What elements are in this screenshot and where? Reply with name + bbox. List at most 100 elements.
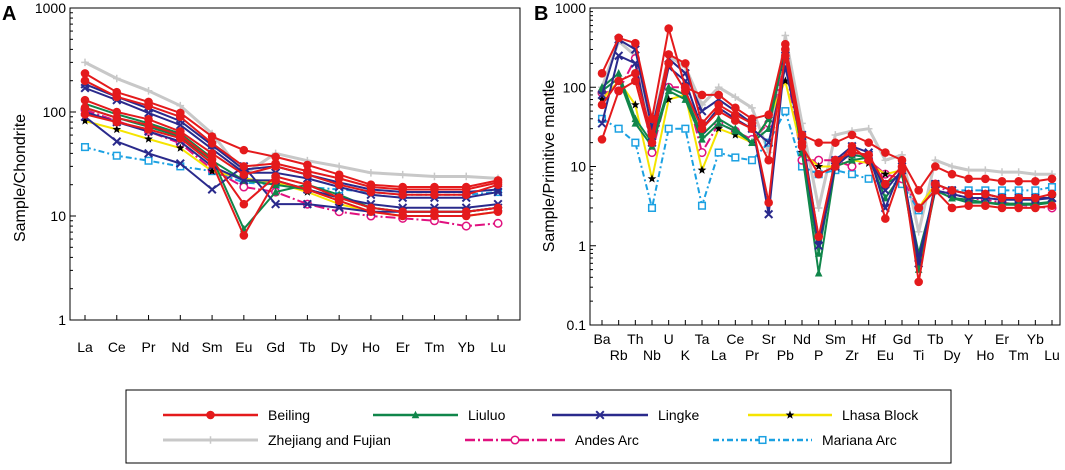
panel-b-x-tick-label-sm: Sm (825, 331, 846, 347)
panel-b-series-line-beiling (601, 48, 1053, 283)
panel-b-y-tick-label: 0.1 (567, 317, 587, 333)
panel-a-point-beiling-sm (207, 139, 217, 148)
panel-a-point-beiling-ho (366, 187, 376, 197)
panel-b-point-lhasa-ta (697, 165, 707, 174)
panel-b-point-liuluo-p (814, 268, 823, 277)
panel-b-point-beiling-tm (1014, 203, 1023, 213)
panel-b-x-tick-label-ti: Ti (913, 347, 924, 363)
panel-a-y-axis-title: Sample/Chondrite (12, 114, 29, 242)
panel-a-point-beiling-er (398, 190, 407, 200)
panel-b-point-mariana-hf (864, 174, 873, 183)
legend-item-lingke: Lingke (552, 407, 699, 423)
panel-b-x-tick-label-ho: Ho (976, 347, 994, 363)
panel-a-point-zf-pr (144, 86, 153, 95)
legend-label-liuluo: Liuluo (468, 407, 506, 423)
legend-label-andes: Andes Arc (575, 432, 639, 448)
panel-b-point-beiling-th (631, 68, 640, 78)
panel-b-point-beiling-hf (864, 155, 873, 165)
panel-b-point-zf-er (998, 168, 1006, 176)
panel-a-point-beiling-lu (493, 207, 503, 216)
legend-marker-mariana (758, 435, 767, 445)
panel-b-point-beiling-p (814, 169, 823, 179)
panel-b-point-beiling-ba (597, 100, 607, 110)
panel-a-point-beiling-er (398, 211, 407, 221)
panel-b-x-tick-label-la: La (711, 347, 727, 363)
panel-b-point-beiling-sr (764, 110, 773, 120)
panel-b-point-beiling-sm (831, 138, 840, 147)
panel-a-point-lingke-dy (334, 203, 344, 213)
panel-b-point-zf-pr (748, 104, 756, 112)
panel-b-point-mariana-la (714, 148, 723, 157)
panel-b-point-zf-ti (914, 227, 923, 236)
panel-b-point-beiling-u (664, 24, 673, 33)
panel-b-point-liuluo-k (681, 95, 690, 103)
panel-b-point-liuluo-pr (748, 138, 756, 146)
panel-a-x-tick-label-gd: Gd (266, 339, 285, 355)
panel-a-x-tick-label-dy: Dy (331, 339, 348, 355)
panel-b-point-mariana-lu (1047, 183, 1057, 192)
panel-b-point-beiling-u (664, 50, 673, 59)
panel-a-point-beiling-pr (144, 101, 153, 110)
panel-b-point-liuluo-zr (848, 155, 856, 164)
legend-item-mariana: Mariana Arc (713, 432, 897, 448)
panel-b-point-zf-eu (881, 156, 890, 165)
panel-b-point-beiling-eu (881, 214, 890, 223)
panel-b-point-beiling-ba (597, 135, 607, 144)
panel-b-point-beiling-tm (1014, 177, 1023, 186)
panel-a-point-mariana-ce (112, 151, 121, 160)
panel-a-point-zf-tm (430, 172, 439, 181)
legend-item-beiling: Beiling (163, 407, 310, 423)
panel-a-x-tick-label-yb: Yb (458, 339, 475, 355)
panel-b-point-beiling-ce (731, 116, 740, 125)
panel-b-point-beiling-k (681, 59, 690, 68)
panel-b-point-beiling-th (631, 76, 640, 86)
legend-label-beiling: Beiling (268, 407, 310, 423)
panel-b-point-beiling-eu (881, 148, 890, 157)
panel-b-x-tick-label-rb: Rb (610, 347, 628, 363)
panel-b-point-zf-tm (1014, 168, 1023, 176)
panel-b-point-mariana-k (681, 124, 690, 133)
panel-a-point-beiling-pr (144, 125, 153, 134)
panel-a-point-lingke-lu (493, 187, 503, 197)
panel-b-point-mariana-th (631, 138, 640, 147)
legend-box (125, 389, 952, 464)
panel-b-point-liuluo-p (814, 249, 823, 257)
panel-a-point-mariana-pr (144, 156, 153, 165)
panel-b-x-tick-label-hf: Hf (862, 331, 876, 347)
panel-a-point-beiling-ce (112, 92, 122, 102)
panel-b-point-beiling-lu (1047, 201, 1057, 211)
panel-b-point-beiling-ti (914, 186, 923, 195)
panel-b-point-beiling-tm (1014, 193, 1023, 203)
panel-a-point-beiling-sm (207, 159, 217, 168)
panel-b-point-beiling-la (714, 106, 723, 116)
panel-a-point-beiling-eu (239, 199, 249, 209)
panel-b-x-tick-label-nd: Nd (793, 331, 811, 347)
legend-marker-lhasa (785, 410, 795, 419)
panel-b-point-lingke-sr (764, 209, 774, 219)
panel-b-point-mariana-rb (614, 124, 623, 133)
panel-b-y-tick-label: 10 (570, 159, 586, 175)
panel-a-point-zf-ho (367, 169, 375, 177)
panel-b-point-lhasa-ce (730, 130, 740, 139)
panel-a-point-lingke-nd (175, 158, 185, 168)
panel-a-point-beiling-yb (461, 190, 471, 200)
panel-b-x-tick-label-tm: Tm (1009, 347, 1029, 363)
panel-a-x-tick-label-lu: Lu (490, 339, 506, 355)
panel-a-x-tick-label-tb: Tb (299, 339, 316, 355)
panel-b-point-liuluo-ta (698, 135, 706, 143)
panel-a-point-andes-lu (493, 218, 503, 228)
panel-b-point-lingke-ba (597, 90, 607, 100)
panel-a-point-beiling-dy (334, 180, 344, 189)
panel-a-point-beiling-la (80, 76, 90, 85)
panel-b-point-beiling-zr (847, 141, 857, 151)
panel-b-point-beiling-th (631, 38, 640, 48)
panel-b-point-lhasa-nb (647, 174, 657, 183)
panel-b-point-beiling-ba (597, 68, 607, 78)
panel-b-point-liuluo-la (714, 119, 723, 127)
panel-a-point-beiling-eu (239, 170, 249, 179)
panel-a-point-lhasa-ce (112, 124, 122, 134)
panel-b-point-beiling-yb (1031, 177, 1040, 186)
panel-a-point-lingke-ce (112, 137, 122, 147)
panel-b-x-tick-label-ce: Ce (726, 331, 744, 347)
panel-a-point-beiling-la (80, 69, 90, 78)
